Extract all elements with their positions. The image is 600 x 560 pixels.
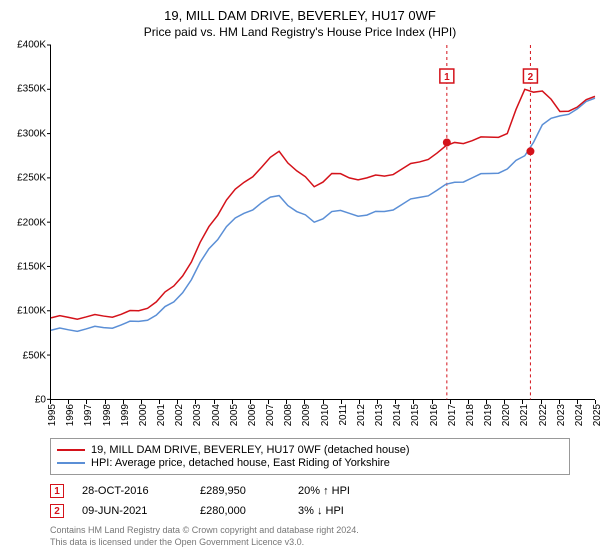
- tx-row: 1 28-OCT-2016 £289,950 20% ↑ HPI: [50, 481, 570, 501]
- chart-area: £0£50K£100K£150K£200K£250K£300K£350K£400…: [50, 45, 595, 400]
- x-tick-label: 2008: [283, 404, 294, 426]
- legend-swatch: [57, 462, 85, 464]
- tx-row: 2 09-JUN-2021 £280,000 3% ↓ HPI: [50, 501, 570, 521]
- y-tick-label: £0: [35, 395, 46, 406]
- x-tick-label: 2020: [501, 404, 512, 426]
- tx-marker-box-1: 1: [440, 69, 454, 83]
- x-tick-label: 1998: [102, 404, 113, 426]
- x-tick-label: 2015: [410, 404, 421, 426]
- tx-price: £289,950: [200, 485, 280, 497]
- tx-marker-box-2: 2: [523, 69, 537, 83]
- legend-label: 19, MILL DAM DRIVE, BEVERLEY, HU17 0WF (…: [91, 444, 410, 456]
- x-tick-label: 2014: [392, 404, 403, 426]
- container: 19, MILL DAM DRIVE, BEVERLEY, HU17 0WF P…: [0, 0, 600, 560]
- y-tick-label: £300K: [17, 128, 46, 139]
- legend-swatch: [57, 449, 85, 451]
- y-tick-label: £100K: [17, 306, 46, 317]
- series-line-hpi: [51, 98, 595, 331]
- x-tick-label: 2002: [174, 404, 185, 426]
- tx-marker-2: 2: [50, 504, 64, 518]
- x-tick-label: 2010: [320, 404, 331, 426]
- x-tick-label: 1995: [47, 404, 58, 426]
- x-tick-label: 2017: [447, 404, 458, 426]
- chart-title: 19, MILL DAM DRIVE, BEVERLEY, HU17 0WF: [10, 8, 590, 23]
- y-axis-labels: £0£50K£100K£150K£200K£250K£300K£350K£400…: [10, 45, 48, 400]
- y-tick-label: £50K: [23, 350, 46, 361]
- x-tick-label: 2024: [574, 404, 585, 426]
- x-tick-label: 2023: [556, 404, 567, 426]
- x-tick-label: 2016: [429, 404, 440, 426]
- plot-svg: 12: [51, 45, 595, 399]
- x-axis-labels: 1995 1996 1997 1998 1999 2000 2001 2002 2003 2004…: [50, 400, 595, 440]
- x-tick-label: 2011: [338, 404, 349, 426]
- x-tick-label: 2007: [265, 404, 276, 426]
- x-tick-label: 2013: [374, 404, 385, 426]
- x-tick-label: 2004: [211, 404, 222, 426]
- x-tick-label: 2022: [538, 404, 549, 426]
- legend-item: HPI: Average price, detached house, East…: [57, 457, 563, 469]
- tx-date: 09-JUN-2021: [82, 505, 182, 517]
- y-tick-label: £400K: [17, 40, 46, 51]
- svg-text:1: 1: [444, 72, 450, 83]
- legend-item: 19, MILL DAM DRIVE, BEVERLEY, HU17 0WF (…: [57, 444, 563, 456]
- x-tick-label: 2006: [247, 404, 258, 426]
- chart-subtitle: Price paid vs. HM Land Registry's House …: [10, 25, 590, 39]
- x-tick-label: 2003: [192, 404, 203, 426]
- series-line-property: [51, 89, 595, 319]
- footer: Contains HM Land Registry data © Crown c…: [50, 525, 590, 548]
- y-tick-label: £150K: [17, 261, 46, 272]
- y-tick-label: £350K: [17, 84, 46, 95]
- legend: 19, MILL DAM DRIVE, BEVERLEY, HU17 0WF (…: [50, 438, 570, 475]
- x-tick-label: 2025: [592, 404, 600, 426]
- footer-line-2: This data is licensed under the Open Gov…: [50, 537, 590, 549]
- tx-diff: 3% ↓ HPI: [298, 505, 344, 517]
- plot: 12: [50, 45, 595, 400]
- y-tick-label: £250K: [17, 173, 46, 184]
- x-tick-label: 2012: [356, 404, 367, 426]
- tx-diff: 20% ↑ HPI: [298, 485, 350, 497]
- y-tick-label: £200K: [17, 217, 46, 228]
- x-tick-label: 2018: [465, 404, 476, 426]
- tx-dot-2: [526, 147, 534, 155]
- tx-marker-1: 1: [50, 484, 64, 498]
- svg-text:2: 2: [528, 72, 534, 83]
- footer-line-1: Contains HM Land Registry data © Crown c…: [50, 525, 590, 537]
- x-tick-label: 2009: [301, 404, 312, 426]
- x-tick-label: 2000: [138, 404, 149, 426]
- x-tick-label: 1999: [120, 404, 131, 426]
- x-tick-label: 1996: [65, 404, 76, 426]
- legend-label: HPI: Average price, detached house, East…: [91, 457, 390, 469]
- x-tick-label: 1997: [83, 404, 94, 426]
- tx-price: £280,000: [200, 505, 280, 517]
- transactions-table: 1 28-OCT-2016 £289,950 20% ↑ HPI 2 09-JUN-202…: [50, 481, 570, 521]
- x-tick-label: 2019: [483, 404, 494, 426]
- x-tick-label: 2005: [229, 404, 240, 426]
- x-tick-label: 2021: [519, 404, 530, 426]
- tx-dot-1: [443, 138, 451, 146]
- tx-date: 28-OCT-2016: [82, 485, 182, 497]
- x-tick-label: 2001: [156, 404, 167, 426]
